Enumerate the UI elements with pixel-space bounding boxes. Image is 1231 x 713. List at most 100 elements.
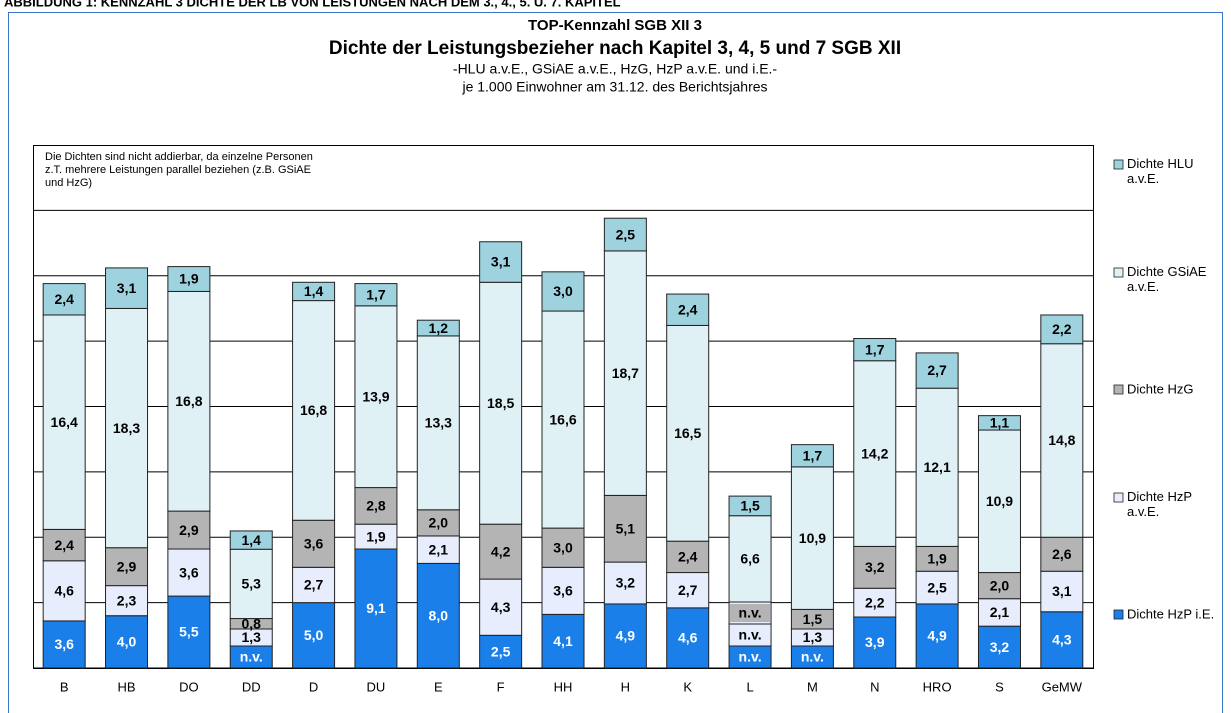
data-label: 16,8 — [175, 393, 202, 409]
bar-segment — [541, 566, 585, 615]
x-tick-label: E — [434, 679, 443, 694]
x-tick-label: M — [807, 679, 818, 694]
x-tick-label: HRO — [923, 679, 952, 694]
data-label: 3,2 — [990, 639, 1010, 655]
data-label: n.v. — [739, 649, 762, 665]
x-tick-label: HH — [554, 679, 573, 694]
legend-swatch — [1113, 267, 1124, 278]
bar-segment — [167, 510, 211, 550]
bar-segment — [915, 545, 959, 572]
bar-segment — [167, 548, 211, 597]
bar-segment — [479, 241, 523, 283]
bar-segment — [416, 535, 460, 564]
bar-segment — [42, 283, 86, 316]
bar-segment — [167, 595, 211, 669]
legend-swatch — [1113, 384, 1124, 395]
x-tick-label: DU — [367, 679, 386, 694]
data-label: 5,1 — [616, 520, 636, 536]
data-label: 3,2 — [616, 575, 636, 591]
data-label: 2,5 — [616, 226, 636, 242]
bar-segment — [105, 585, 149, 617]
x-tick-label: D — [309, 679, 318, 694]
bar-segment — [1040, 570, 1084, 613]
data-label: 1,4 — [304, 283, 324, 299]
data-label: 4,9 — [616, 628, 636, 644]
data-label: 2,2 — [865, 594, 885, 610]
bar-segment — [292, 281, 336, 302]
bar-segment — [915, 352, 959, 389]
legend-label: Dichte HzG — [1127, 381, 1193, 396]
data-label: 2,8 — [366, 498, 386, 514]
data-label: 2,3 — [117, 592, 137, 608]
data-label: 1,1 — [990, 415, 1010, 431]
data-label: 1,7 — [865, 341, 885, 357]
data-label: 4,6 — [678, 630, 698, 646]
data-label: 2,0 — [429, 515, 449, 531]
data-label: 8,0 — [429, 607, 449, 623]
bar-segment — [105, 267, 149, 309]
data-label: 1,5 — [740, 498, 760, 514]
x-tick-label: DO — [179, 679, 199, 694]
data-label: 18,7 — [612, 365, 639, 381]
data-label: 1,7 — [803, 447, 823, 463]
bar-segment — [853, 545, 897, 589]
bar-segment — [853, 616, 897, 669]
bar-segment — [354, 305, 398, 489]
bar-segment — [292, 519, 336, 568]
x-tick-label: L — [746, 679, 753, 694]
data-label: 12,1 — [923, 459, 950, 475]
data-label: 2,1 — [429, 541, 449, 557]
bar-segment — [42, 314, 86, 530]
bar-segment — [977, 415, 1021, 431]
bar-segment — [354, 487, 398, 525]
data-label: 0,8 — [242, 615, 262, 631]
data-label: 3,2 — [865, 559, 885, 575]
bar-segment — [666, 540, 710, 574]
bar-segment — [416, 319, 460, 337]
data-label: 10,9 — [986, 493, 1013, 509]
legend-swatch — [1113, 492, 1124, 503]
annotation: Die Dichten sind nicht addierbar, da ein… — [45, 151, 313, 163]
data-label: 3,6 — [179, 564, 199, 580]
label-bg — [730, 604, 771, 622]
data-label: 2,7 — [304, 577, 324, 593]
data-label: 2,9 — [117, 558, 137, 574]
bar-segment — [354, 523, 398, 550]
x-tick-label: GeMW — [1042, 679, 1083, 694]
data-label: 16,8 — [300, 402, 327, 418]
data-label: 1,3 — [242, 629, 262, 645]
data-label: 1,4 — [242, 532, 262, 548]
legend-label: Dichte GSiAE a.v.E. — [1127, 264, 1207, 294]
subtitle-line: -HLU a.v.E., GSiAE a.v.E., HzG, HzP a.v.… — [453, 61, 778, 77]
legend-label: Dichte HzP a.v.E. — [1127, 489, 1192, 519]
data-label: 5,0 — [304, 627, 324, 643]
bar-segment — [1040, 343, 1084, 538]
data-label: n.v. — [801, 649, 824, 665]
bar-segment — [790, 444, 834, 468]
x-tick-label: K — [683, 679, 692, 694]
annotation: und HzG) — [45, 177, 92, 189]
bar-segment — [666, 572, 710, 609]
data-label: n.v. — [739, 605, 762, 621]
data-label: 4,3 — [1052, 632, 1072, 648]
data-label: 4,0 — [117, 634, 137, 650]
data-label: 3,1 — [1052, 583, 1072, 599]
bar-segment — [853, 587, 897, 618]
bar-segment — [167, 290, 211, 512]
data-label: 2,7 — [927, 362, 947, 378]
bar-segment — [853, 360, 897, 547]
data-label: 3,6 — [553, 583, 573, 599]
data-label: 3,6 — [54, 636, 74, 652]
bar-segment — [603, 561, 647, 605]
bar-segment — [167, 266, 211, 292]
bar-segment — [1040, 611, 1084, 669]
data-label: 4,9 — [927, 628, 947, 644]
data-label: 13,9 — [362, 388, 389, 404]
data-label: 1,9 — [927, 551, 947, 567]
data-label: 3,9 — [865, 634, 885, 650]
data-label: 1,2 — [429, 320, 449, 336]
data-label: 2,4 — [54, 537, 74, 553]
data-label: 2,4 — [678, 301, 698, 317]
data-label: 3,6 — [304, 535, 324, 551]
subtitle-line: je 1.000 Einwohner am 31.12. des Bericht… — [461, 79, 767, 95]
